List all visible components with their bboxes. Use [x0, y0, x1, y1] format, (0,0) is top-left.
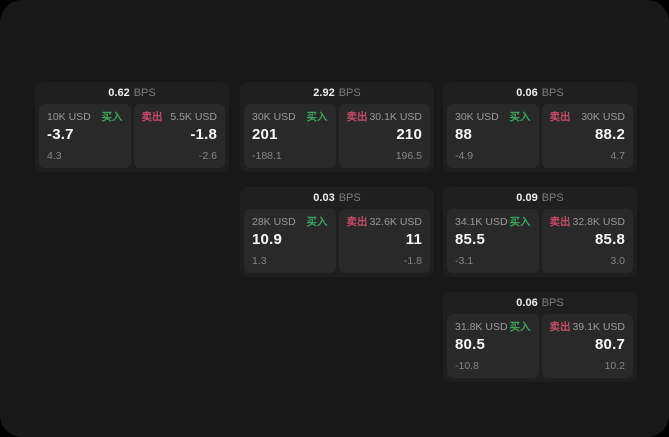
buy-delta: -188.1	[252, 150, 282, 162]
sell-label: 卖出	[549, 216, 571, 228]
sell-amount: 30.1K USD	[369, 111, 422, 123]
bps-header: 0.06 BPS	[443, 292, 637, 314]
buy-amount: 30K USD	[252, 111, 296, 123]
sell-amount: 39.1K USD	[572, 321, 625, 333]
buy-delta: -3.1	[455, 255, 474, 267]
sell-delta: -2.6	[198, 150, 217, 162]
sell-amount: 32.6K USD	[369, 216, 422, 228]
bps-unit: BPS	[133, 87, 156, 99]
buy-amount: 31.8K USD	[455, 321, 508, 333]
quote-card: 0.06 BPS 30K USD 买入 88 -4.9 卖出 30K USD 8…	[443, 82, 637, 172]
bps-unit: BPS	[541, 192, 564, 204]
buy-value: 80.5	[455, 336, 485, 353]
sell-value: 80.7	[595, 336, 625, 353]
bps-value: 0.09	[516, 192, 538, 204]
sell-label: 卖出	[346, 111, 368, 123]
sell-label: 卖出	[549, 111, 571, 123]
buy-panel[interactable]: 30K USD 买入 201 -188.1	[244, 104, 336, 168]
bps-unit: BPS	[338, 87, 361, 99]
sell-value: 88.2	[595, 126, 625, 143]
sell-value: 85.8	[595, 231, 625, 248]
buy-label: 买入	[101, 111, 123, 123]
bps-value: 0.06	[516, 87, 538, 99]
buy-value: -3.7	[47, 126, 74, 143]
bps-header: 0.62 BPS	[35, 82, 229, 104]
bps-value: 0.62	[108, 87, 130, 99]
sell-panel[interactable]: 卖出 32.6K USD 11 -1.8	[338, 209, 430, 273]
sell-panel[interactable]: 卖出 32.8K USD 85.8 3.0	[541, 209, 633, 273]
buy-label: 买入	[509, 321, 531, 333]
bps-unit: BPS	[338, 192, 361, 204]
sell-panel[interactable]: 卖出 30.1K USD 210 196.5	[338, 104, 430, 168]
sell-amount: 32.8K USD	[572, 216, 625, 228]
buy-panel[interactable]: 28K USD 买入 10.9 1.3	[244, 209, 336, 273]
sell-delta: 10.2	[604, 360, 625, 372]
sell-delta: -1.8	[403, 255, 422, 267]
buy-amount: 34.1K USD	[455, 216, 508, 228]
sell-value: -1.8	[190, 126, 217, 143]
bps-unit: BPS	[541, 87, 564, 99]
sell-delta: 196.5	[395, 150, 422, 162]
buy-panel[interactable]: 31.8K USD 买入 80.5 -10.8	[447, 314, 539, 378]
bps-header: 2.92 BPS	[240, 82, 434, 104]
bps-header: 0.03 BPS	[240, 187, 434, 209]
quote-card: 0.06 BPS 31.8K USD 买入 80.5 -10.8 卖出 39.1…	[443, 292, 637, 382]
buy-value: 88	[455, 126, 473, 143]
sell-delta: 4.7	[610, 150, 625, 162]
quote-card: 2.92 BPS 30K USD 买入 201 -188.1 卖出 30.1K …	[240, 82, 434, 172]
buy-delta: 1.3	[252, 255, 267, 267]
sell-panel[interactable]: 卖出 30K USD 88.2 4.7	[541, 104, 633, 168]
buy-amount: 28K USD	[252, 216, 296, 228]
sell-value: 11	[405, 231, 422, 248]
buy-label: 买入	[509, 216, 531, 228]
sell-label: 卖出	[549, 321, 571, 333]
sell-value: 210	[396, 126, 422, 143]
buy-panel[interactable]: 10K USD 买入 -3.7 4.3	[39, 104, 131, 168]
buy-label: 买入	[306, 111, 328, 123]
buy-label: 买入	[306, 216, 328, 228]
sell-label: 卖出	[141, 111, 163, 123]
buy-delta: -4.9	[455, 150, 474, 162]
sell-panel[interactable]: 卖出 39.1K USD 80.7 10.2	[541, 314, 633, 378]
buy-panel[interactable]: 34.1K USD 买入 85.5 -3.1	[447, 209, 539, 273]
bps-value: 2.92	[313, 87, 335, 99]
quote-card: 0.03 BPS 28K USD 买入 10.9 1.3 卖出 32.6K US…	[240, 187, 434, 277]
buy-value: 85.5	[455, 231, 485, 248]
quote-card: 0.62 BPS 10K USD 买入 -3.7 4.3 卖出 5.5K USD…	[35, 82, 229, 172]
sell-amount: 5.5K USD	[170, 111, 217, 123]
buy-delta: 4.3	[47, 150, 62, 162]
bps-header: 0.09 BPS	[443, 187, 637, 209]
quote-card: 0.09 BPS 34.1K USD 买入 85.5 -3.1 卖出 32.8K…	[443, 187, 637, 277]
buy-amount: 30K USD	[455, 111, 499, 123]
bps-unit: BPS	[541, 297, 564, 309]
buy-amount: 10K USD	[47, 111, 91, 123]
buy-value: 10.9	[252, 231, 282, 248]
bps-value: 0.03	[313, 192, 335, 204]
buy-delta: -10.8	[455, 360, 479, 372]
bps-value: 0.06	[516, 297, 538, 309]
sell-panel[interactable]: 卖出 5.5K USD -1.8 -2.6	[133, 104, 225, 168]
bps-header: 0.06 BPS	[443, 82, 637, 104]
buy-value: 201	[252, 126, 278, 143]
buy-panel[interactable]: 30K USD 买入 88 -4.9	[447, 104, 539, 168]
sell-amount: 30K USD	[581, 111, 625, 123]
sell-label: 卖出	[346, 216, 368, 228]
buy-label: 买入	[509, 111, 531, 123]
sell-delta: 3.0	[610, 255, 625, 267]
